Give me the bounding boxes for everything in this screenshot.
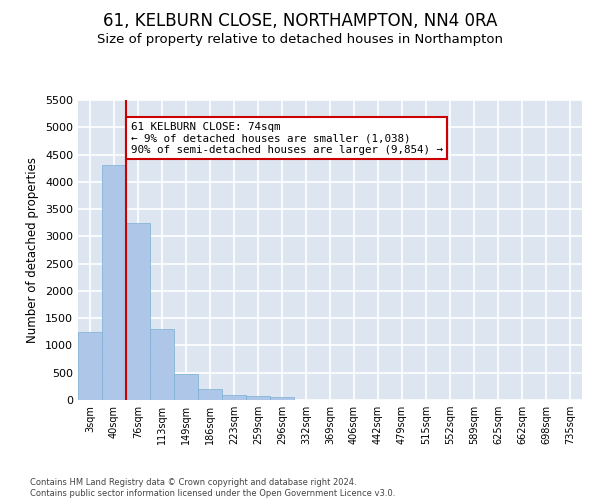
Bar (102, 166, 126, 400)
Text: Size of property relative to detached houses in Northampton: Size of property relative to detached ho… (97, 32, 503, 46)
Bar (270, 396, 294, 400)
Bar (78, 332, 102, 400)
Text: 61 KELBURN CLOSE: 74sqm
← 9% of detached houses are smaller (1,038)
90% of semi-: 61 KELBURN CLOSE: 74sqm ← 9% of detached… (131, 122, 443, 155)
Bar (246, 396, 270, 400)
Bar (222, 394, 246, 400)
Bar (198, 389, 222, 400)
Bar (126, 222, 150, 400)
Y-axis label: Number of detached properties: Number of detached properties (26, 157, 40, 343)
Bar (174, 374, 198, 400)
Text: 61, KELBURN CLOSE, NORTHAMPTON, NN4 0RA: 61, KELBURN CLOSE, NORTHAMPTON, NN4 0RA (103, 12, 497, 30)
Text: Contains HM Land Registry data © Crown copyright and database right 2024.
Contai: Contains HM Land Registry data © Crown c… (30, 478, 395, 498)
Bar (150, 329, 174, 400)
